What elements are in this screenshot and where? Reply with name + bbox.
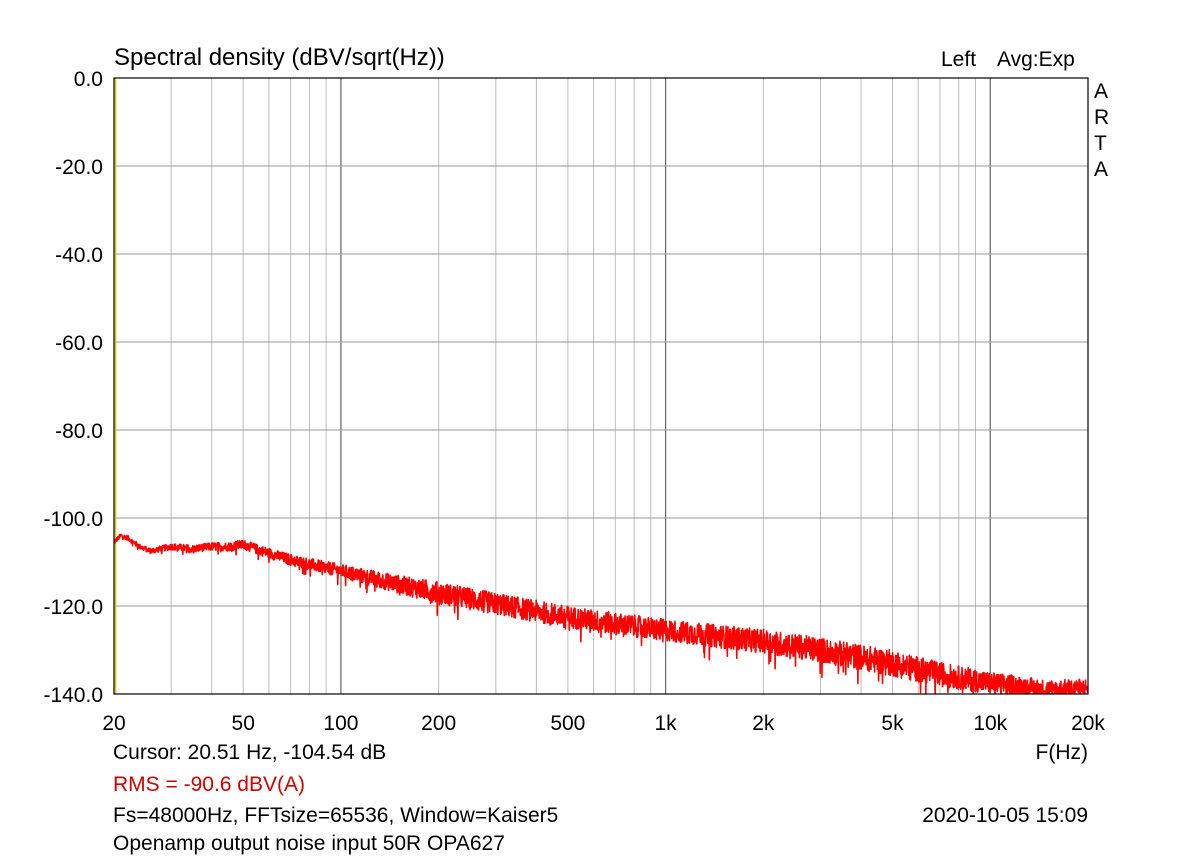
x-tick-label: 10k [973,712,1007,735]
y-tick-label: -60.0 [55,332,103,355]
chart-title: Spectral density (dBV/sqrt(Hz)) [114,44,445,71]
x-tick-label: 20k [1071,712,1105,735]
cursor-readout: Cursor: 20.51 Hz, -104.54 dB [113,741,386,764]
y-tick-label: -120.0 [43,596,103,619]
brand-letter-a2: A [1094,158,1108,181]
x-tick-label: 20 [102,712,125,735]
channel-label: Left [941,48,976,71]
grid [114,78,1088,694]
x-tick-label: 1k [655,712,678,735]
x-tick-label: 2k [752,712,775,735]
x-tick-labels: 20 50 100 200 500 1k 2k 5k 10k 20k [102,712,1105,735]
y-tick-label: -40.0 [55,244,103,267]
x-tick-label: 500 [550,712,585,735]
rms-readout: RMS = -90.6 dBV(A) [113,773,305,796]
y-tick-label: -80.0 [55,420,103,443]
y-tick-labels: 0.0 -20.0 -40.0 -60.0 -80.0 -100.0 -120.0 -140.… [43,68,103,707]
spectrum-trace [114,533,1088,694]
x-tick-label: 5k [881,712,904,735]
y-tick-label: -20.0 [55,156,103,179]
plot-frame [113,77,1089,695]
x-tick-label: 200 [421,712,456,735]
y-tick-label: -100.0 [43,508,103,531]
brand-letter-t: T [1094,132,1107,155]
brand-letter-a1: A [1094,80,1108,103]
measurement-description: Openamp output noise input 50R OPA627 [113,832,505,855]
averaging-label: Avg:Exp [997,48,1075,71]
x-axis-label: F(Hz) [1036,741,1088,764]
y-tick-label: 0.0 [74,68,103,91]
measurement-datetime: 2020-10-05 15:09 [922,804,1088,827]
x-tick-label: 100 [323,712,358,735]
brand-letter-r: R [1094,106,1109,129]
measurement-settings: Fs=48000Hz, FFTsize=65536, Window=Kaiser… [113,804,558,827]
plot-area [114,78,1088,694]
x-tick-label: 50 [232,712,255,735]
y-tick-label: -140.0 [43,684,103,707]
